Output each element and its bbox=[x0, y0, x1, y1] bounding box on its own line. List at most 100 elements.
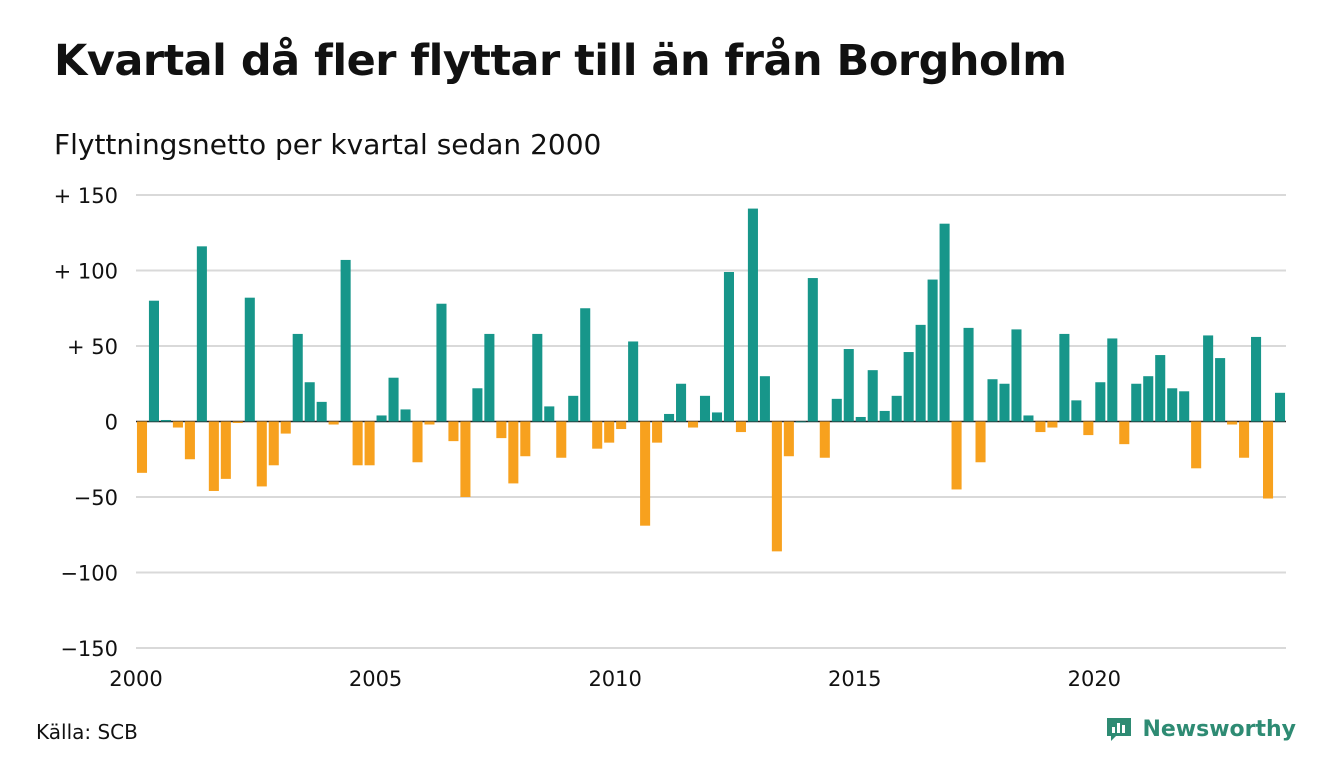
bar bbox=[136, 421, 148, 473]
y-tick-label: −50 bbox=[74, 486, 118, 510]
bar bbox=[532, 333, 543, 422]
bar bbox=[436, 303, 447, 422]
bar bbox=[891, 395, 902, 422]
bar bbox=[184, 421, 195, 460]
bar bbox=[1263, 421, 1274, 499]
bar bbox=[424, 421, 435, 425]
bar bbox=[388, 377, 399, 422]
bar bbox=[1167, 388, 1178, 422]
bar bbox=[520, 421, 531, 457]
bar bbox=[927, 279, 938, 422]
bar bbox=[855, 416, 866, 422]
bar bbox=[951, 421, 962, 490]
bar bbox=[364, 421, 375, 466]
bar bbox=[340, 259, 351, 422]
bar bbox=[1155, 355, 1166, 422]
y-axis-tick-labels: + 150 + 100 + 50 0 −50 −100 −150 bbox=[54, 184, 118, 661]
bar bbox=[699, 395, 711, 422]
bar bbox=[1227, 421, 1238, 425]
x-tick-label: 2000 bbox=[109, 667, 162, 691]
bar bbox=[196, 246, 207, 422]
bar bbox=[640, 421, 651, 526]
y-tick-label: 0 bbox=[105, 411, 118, 435]
bar bbox=[1215, 358, 1226, 422]
bar bbox=[723, 272, 734, 422]
bar bbox=[568, 395, 579, 422]
bar bbox=[220, 421, 231, 479]
bar bbox=[616, 421, 627, 430]
bar bbox=[939, 223, 950, 422]
bar bbox=[472, 388, 483, 422]
bar bbox=[448, 421, 459, 442]
bar bbox=[843, 349, 854, 422]
bar bbox=[1191, 421, 1202, 469]
bar bbox=[759, 376, 770, 422]
x-tick-label: 2015 bbox=[828, 667, 881, 691]
bar bbox=[376, 415, 387, 422]
bar bbox=[1011, 329, 1022, 422]
bar bbox=[711, 412, 723, 422]
bar bbox=[328, 421, 339, 425]
source-note: Källa: SCB bbox=[36, 720, 138, 744]
bar bbox=[879, 410, 890, 422]
bar bbox=[628, 341, 639, 422]
brand-logo[interactable]: Newsworthy bbox=[1104, 714, 1296, 744]
chart-subtitle: Flyttningsnetto per kvartal sedan 2000 bbox=[54, 128, 602, 161]
bar bbox=[1143, 376, 1154, 422]
bar bbox=[688, 421, 699, 428]
y-tick-label: + 50 bbox=[67, 335, 118, 359]
bar bbox=[1023, 415, 1034, 422]
bar bbox=[172, 421, 183, 428]
bar bbox=[652, 421, 663, 443]
bar bbox=[975, 421, 986, 463]
y-tick-label: −100 bbox=[60, 562, 118, 586]
bar bbox=[592, 421, 603, 449]
bar bbox=[735, 421, 746, 433]
bar bbox=[807, 278, 818, 422]
bar bbox=[484, 333, 495, 422]
bar bbox=[580, 308, 591, 422]
bar bbox=[544, 406, 555, 422]
bar-chart: + 150+ 100+ 500−50−100−150 2000 2005 2010 2… bbox=[54, 184, 1286, 691]
chart-title: Kvartal då fler flyttar till än från Bor… bbox=[54, 36, 1067, 86]
x-axis-tick-labels: 2000 2005 2010 2015 2020 bbox=[109, 667, 1121, 691]
bar bbox=[1035, 421, 1046, 433]
bar bbox=[316, 401, 327, 422]
bar bbox=[903, 352, 914, 422]
bar bbox=[148, 300, 159, 422]
bar bbox=[831, 398, 842, 422]
bar bbox=[1059, 333, 1070, 422]
bar bbox=[676, 383, 687, 422]
bar bbox=[232, 421, 243, 424]
bar bbox=[1131, 383, 1142, 422]
bar bbox=[508, 421, 519, 484]
bar bbox=[256, 421, 267, 487]
bar bbox=[783, 421, 794, 457]
bar bbox=[412, 421, 423, 463]
bar bbox=[963, 327, 974, 422]
brand-name: Newsworthy bbox=[1142, 716, 1296, 742]
bar bbox=[1203, 335, 1214, 422]
newsworthy-logo-icon bbox=[1107, 718, 1132, 741]
bar bbox=[1251, 336, 1262, 422]
x-tick-label: 2010 bbox=[588, 667, 641, 691]
bar bbox=[771, 421, 782, 552]
bar bbox=[1107, 338, 1118, 422]
bar bbox=[292, 333, 303, 422]
bar bbox=[208, 421, 219, 491]
bar bbox=[915, 324, 926, 422]
bar bbox=[867, 370, 878, 422]
bar bbox=[556, 421, 567, 458]
bar bbox=[664, 413, 675, 422]
bar bbox=[280, 421, 291, 434]
bar bbox=[819, 421, 830, 458]
bar bbox=[1239, 421, 1250, 458]
bar bbox=[795, 421, 806, 423]
x-tick-label: 2005 bbox=[349, 667, 402, 691]
bar bbox=[1071, 400, 1082, 422]
bar bbox=[1047, 421, 1058, 428]
bar bbox=[747, 208, 758, 422]
bar bbox=[999, 383, 1010, 422]
bar bbox=[1119, 421, 1130, 445]
bar bbox=[160, 419, 171, 422]
